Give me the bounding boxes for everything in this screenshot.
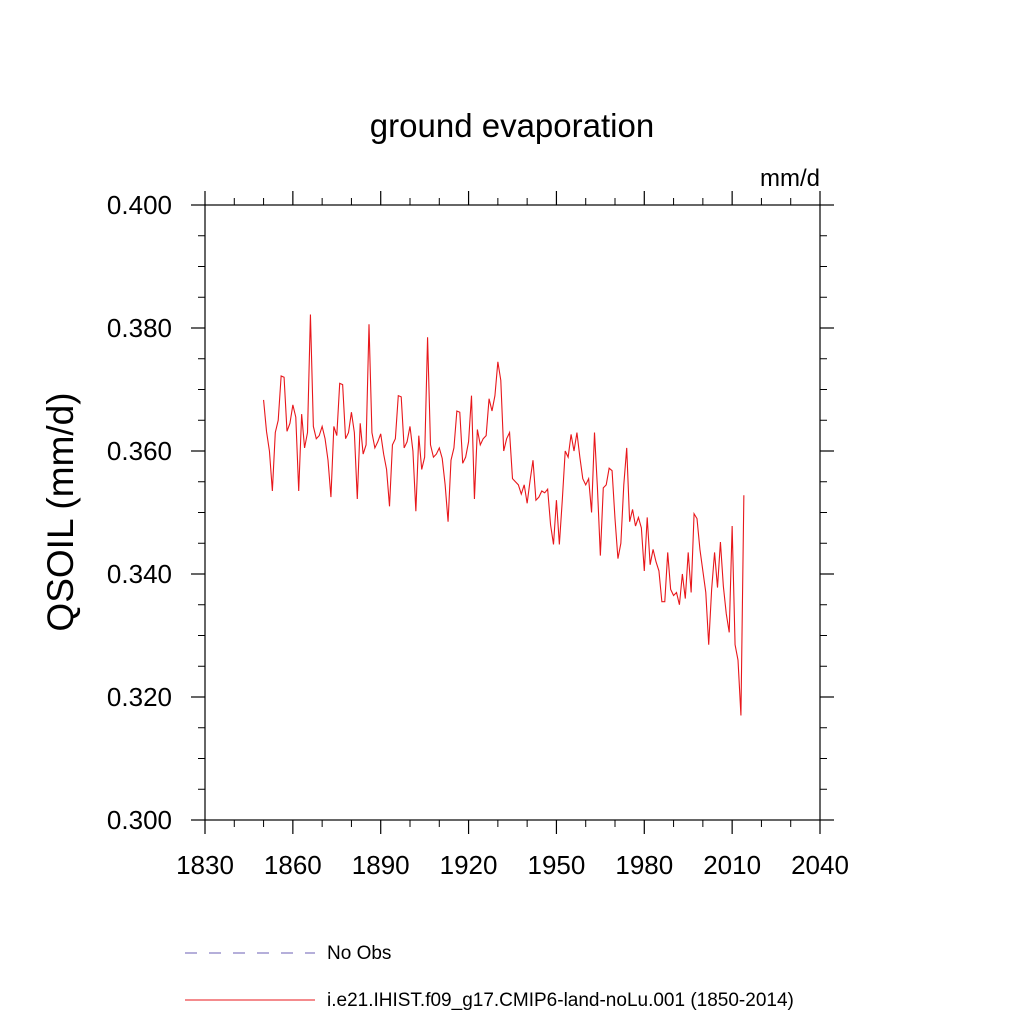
x-tick-label: 1950: [528, 850, 586, 880]
axis-ticks: [191, 191, 834, 834]
y-tick-label: 0.300: [107, 805, 172, 835]
y-tick-label: 0.340: [107, 559, 172, 589]
legend-label-model: i.e21.IHIST.f09_g17.CMIP6-land-noLu.001 …: [327, 990, 794, 1011]
x-tick-label: 1920: [440, 850, 498, 880]
units-label: mm/d: [760, 165, 820, 192]
series-line-noLu: [263, 314, 745, 716]
x-tick-label: 1980: [615, 850, 673, 880]
y-tick-label: 0.320: [107, 682, 172, 712]
x-tick-label: 1860: [264, 850, 322, 880]
legend-label-no-obs: No Obs: [327, 943, 391, 964]
x-tick-label: 1830: [176, 850, 234, 880]
y-tick-label: 0.360: [107, 436, 172, 466]
x-tick-label: 2010: [703, 850, 761, 880]
legend: No Obs i.e21.IHIST.f09_g17.CMIP6-land-no…: [185, 943, 794, 1011]
x-tick-label: 2040: [791, 850, 849, 880]
y-tick-label: 0.400: [107, 190, 172, 220]
y-axis-label: QSOIL (mm/d): [40, 392, 81, 631]
chart-title: ground evaporation: [370, 107, 654, 144]
x-tick-label: 1890: [352, 850, 410, 880]
x-tick-labels: 1830 1860 1890 1920 1950 1980 2010 2040: [176, 850, 849, 880]
y-tick-labels: 0.300 0.320 0.340 0.360 0.380 0.400: [107, 190, 172, 835]
y-tick-label: 0.380: [107, 313, 172, 343]
